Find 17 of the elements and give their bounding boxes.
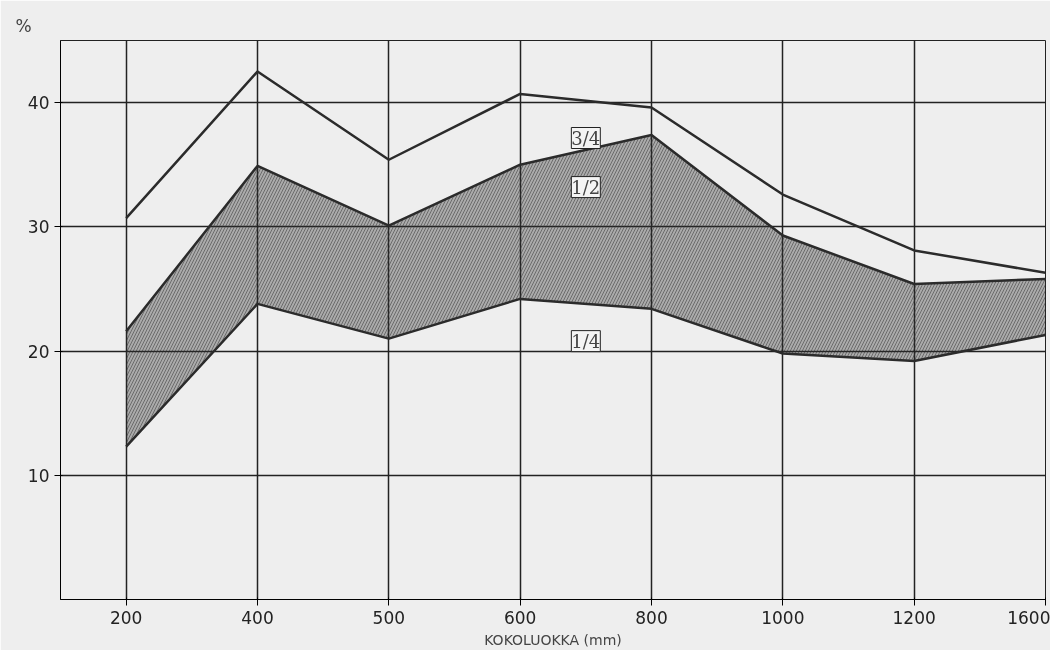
series-label: 1/4	[571, 330, 601, 352]
y-tick-label: 30	[27, 217, 50, 238]
series-label: 1/2	[571, 176, 601, 198]
y-tick-label: 10	[27, 465, 50, 486]
x-axis-title: KOKOLUOKKA (mm)	[484, 631, 622, 648]
x-tick-label: 1000	[761, 607, 805, 628]
series-label: 3/4	[571, 127, 601, 149]
x-tick-label: 400	[241, 607, 274, 628]
x-tick-label: 1600	[1007, 607, 1051, 628]
x-tick-label: 800	[635, 607, 668, 628]
y-tick-label: 40	[27, 93, 50, 114]
x-tick-label: 1200	[892, 607, 936, 628]
x-tick-label: 500	[372, 607, 406, 628]
y-axis-title: %	[15, 15, 32, 36]
y-tick-label: 20	[27, 341, 50, 362]
x-tick-label: 200	[109, 607, 143, 628]
x-tick-label: 600	[503, 607, 537, 628]
